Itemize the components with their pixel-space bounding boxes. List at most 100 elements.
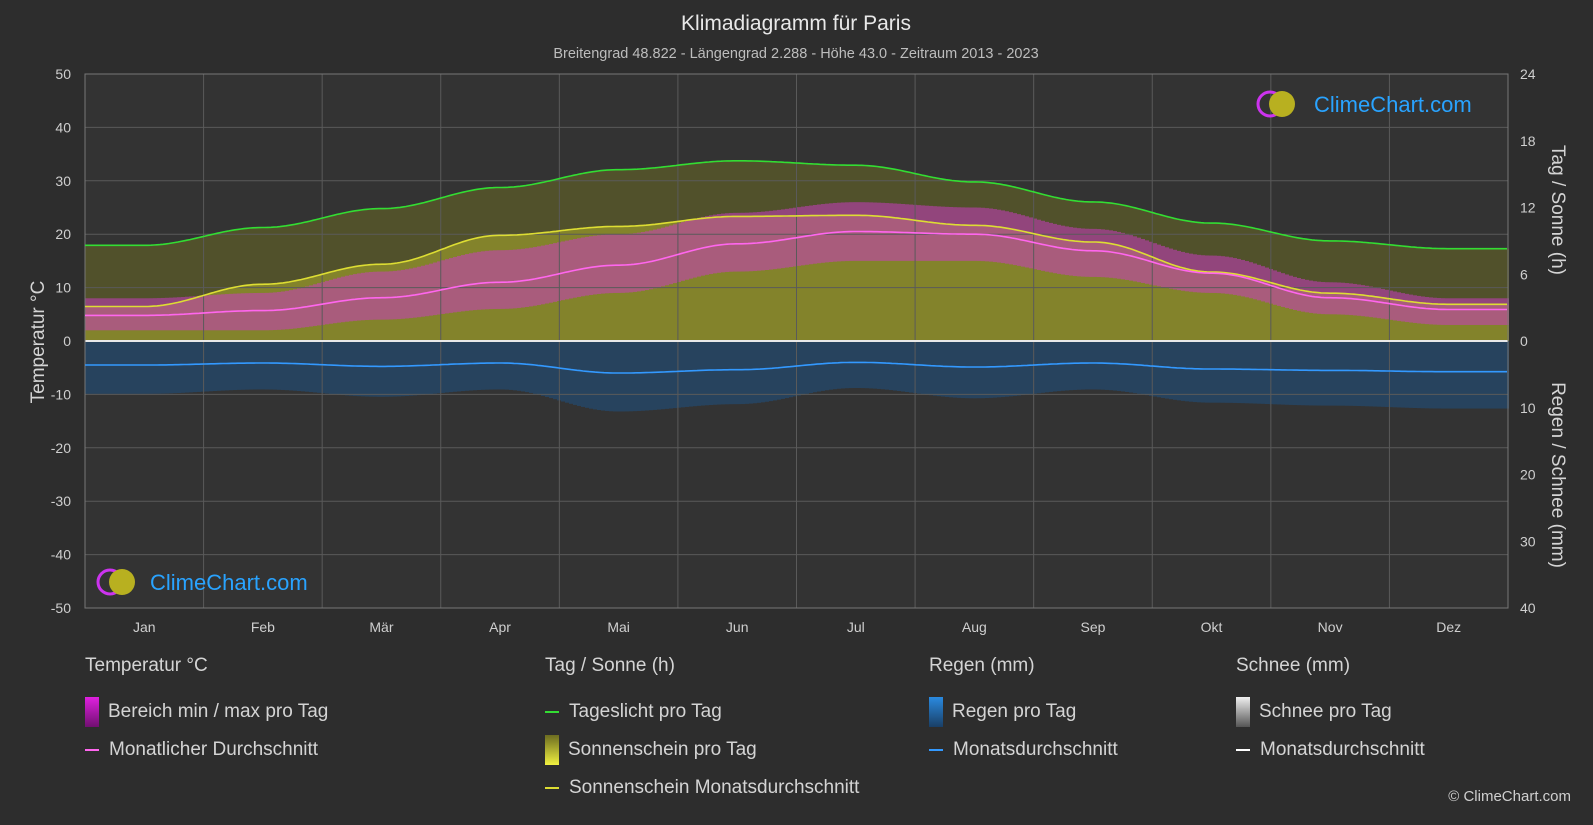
rain-bar [357,341,361,397]
series-line [85,361,1507,374]
temp-range-bar [165,297,169,331]
temp-range-bar [777,209,781,269]
temp-range-bar [265,292,269,331]
daylight-bar [1505,248,1509,341]
sunshine-bar [1361,295,1365,341]
sunshine-bar [1193,270,1197,341]
rain-bar [1357,341,1361,407]
rain-bar [737,341,741,405]
sunshine-swatch [545,735,559,765]
sunshine-bar [981,225,985,341]
daylight-bar [105,245,109,341]
temp-range-bar [429,263,433,316]
daylight-bar [1477,248,1481,341]
rain-bar [233,341,237,391]
sunshine-bar [977,225,981,341]
temp-range-bar [1189,253,1193,292]
temp-range-bar [1109,230,1113,278]
rain-bar [1201,341,1205,403]
rain-bar [389,341,393,397]
rain-bar [349,341,353,396]
y-left-tick-label: -40 [51,547,71,563]
legend-item: Sonnenschein pro Tag [545,731,859,769]
temp-range-bar [1133,236,1137,282]
rain-bar [1281,341,1285,405]
rain-bar [1301,341,1305,406]
temp-range-bar [401,269,405,319]
chart-subtitle: Breitengrad 48.822 - Längengrad 2.288 - … [553,46,1038,62]
rain-bar [1149,341,1153,396]
sunshine-bar [861,215,865,341]
sunshine-bar [1389,298,1393,341]
temp-range-bar [1105,229,1109,278]
rain-bar [1293,341,1297,406]
rain-bar [253,341,257,390]
rain-bar [1377,341,1381,407]
rain-bar [877,341,881,389]
temp-range-bar [1057,224,1061,274]
daylight-bar [121,245,125,341]
temp-range-bar [1369,286,1373,318]
daylight-bar [1489,248,1493,341]
daylight-bar [201,236,205,341]
x-tick-label: Jan [133,619,156,635]
temp-range-bar [1169,248,1173,289]
legend-label: Monatlicher Durchschnitt [109,739,319,760]
rain-bar [857,341,861,389]
sunshine-bar [1001,227,1005,341]
temp-range-bar [1213,255,1217,293]
temp-range-bar [85,298,89,331]
temp-range-bar [1129,235,1133,281]
rain-bar [1329,341,1333,406]
rain-bar [1353,341,1357,406]
rain-bar [845,341,849,389]
rain-bar [189,341,193,393]
rain-bar [1165,341,1169,399]
rain-bar [841,341,845,389]
rain-bar [1105,341,1109,390]
rain-bar [85,341,89,394]
temp-range-bar [501,250,505,309]
rain-bar [1449,341,1453,409]
sunshine-bar [1177,266,1181,341]
sunshine-bar [733,216,737,341]
sunshine-bar [1221,272,1225,341]
temp-range-bar [493,250,497,310]
temp-range-bar [377,271,381,320]
sunshine-bar [1201,271,1205,341]
rain-bar [989,341,993,398]
temp-range-bar [1197,254,1201,293]
temp-range-bar [1041,220,1045,271]
temp-range-bar [1425,296,1429,325]
chart-title: Klimadiagramm für Paris [681,12,911,35]
temp-range-bar [1441,298,1445,325]
climechart-logo-top[interactable]: ClimeChart.com [1256,90,1472,118]
rain-bar [965,341,969,399]
rain-bar [93,341,97,394]
rain-bar [309,341,313,393]
logo-sun-icon [109,569,135,595]
rain-bar [869,341,873,389]
rain-bar [1445,341,1449,409]
rain-bar [437,341,441,394]
daylight-bar [1437,248,1441,341]
temp-range-bar [1045,221,1049,272]
x-tick-label: Sep [1080,619,1105,635]
climechart-logo-bottom[interactable]: ClimeChart.com [96,568,308,596]
rain-bar [933,341,937,396]
temp-range-bar [681,222,685,281]
rain-bar [1137,341,1141,394]
temp-range-bar [505,250,509,309]
temp-range-bar [409,268,413,319]
rain-bar [213,341,217,392]
temp-range-bar [1217,255,1221,294]
sunshine-bar [1337,293,1341,341]
temp-range-bar [145,298,149,331]
rain-bar [1217,341,1221,403]
rain-bar [937,341,941,397]
temp-range-bar [765,211,769,271]
rain-bar [1021,341,1025,396]
rain-bar [685,341,689,407]
temp-range-bar [117,298,121,331]
copyright[interactable]: © ClimeChart.com [1448,788,1571,805]
